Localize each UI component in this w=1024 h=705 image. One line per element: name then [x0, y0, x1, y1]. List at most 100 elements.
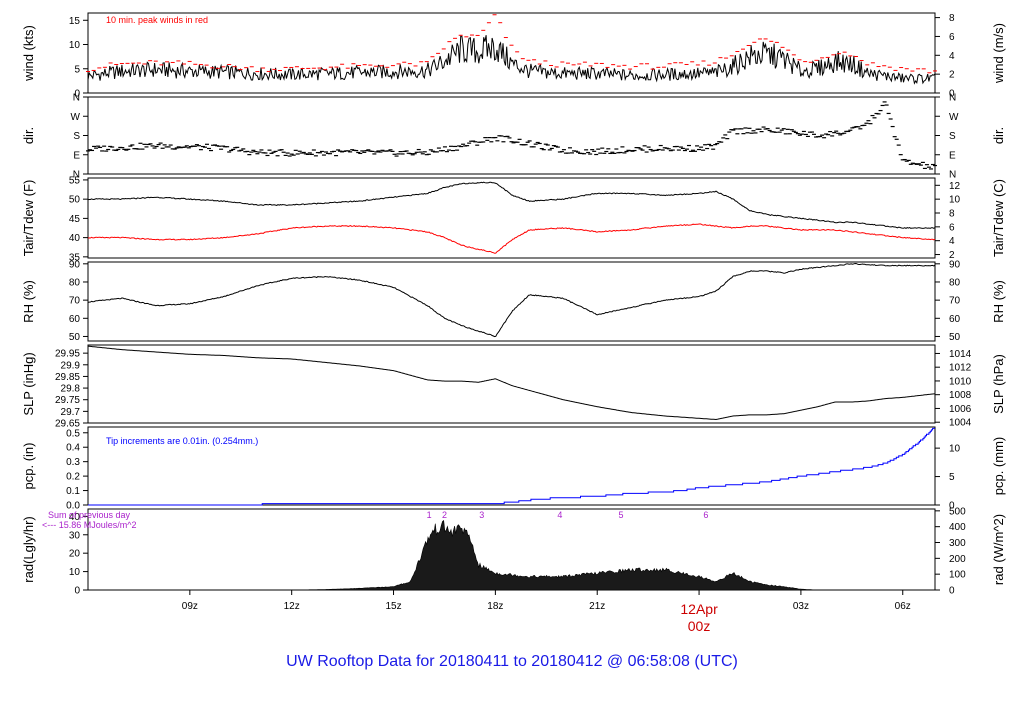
- y-tick-label-left: 90: [69, 259, 81, 270]
- y-tick-label-right: 1006: [949, 404, 972, 415]
- y-tick-label-right: 1008: [949, 390, 972, 401]
- y-tick-label-left: 0.1: [66, 486, 80, 497]
- y-tick-label-right: 8: [949, 209, 955, 220]
- x-tick-label: 06z: [895, 601, 911, 612]
- y-tick-label-right: 1014: [949, 349, 972, 360]
- x-tick-label: 12z: [284, 601, 300, 612]
- y-tick-label-right: 5: [949, 472, 955, 483]
- y-axis-label-right: RH (%): [991, 280, 1006, 323]
- y-tick-label-right: 8: [949, 13, 955, 24]
- y-tick-label-right: 6: [949, 222, 955, 233]
- y-tick-label-left: 29.65: [55, 419, 80, 430]
- y-tick-label-left: W: [71, 112, 81, 123]
- y-tick-label-right: 10: [949, 195, 961, 206]
- y-tick-label-left: 50: [69, 332, 81, 343]
- radiation-marker-label: 5: [618, 510, 623, 520]
- precip-annotation: Tip increments are 0.01in. (0.254mm.): [106, 436, 258, 446]
- panel-frame: [87, 261, 936, 342]
- y-tick-label-left: 0.2: [66, 472, 80, 483]
- y-tick-label-right: 6: [949, 32, 955, 43]
- y-tick-label-right: 0: [949, 501, 955, 512]
- y-tick-label-left: 40: [69, 512, 81, 523]
- y-tick-label-right: N: [949, 93, 956, 104]
- y-tick-label-left: 0: [74, 586, 80, 597]
- radiation-area: [88, 519, 935, 591]
- y-axis-label-right: dir.: [991, 127, 1006, 144]
- y-tick-label-left: S: [73, 131, 80, 142]
- y-tick-label-right: 60: [949, 314, 961, 325]
- y-tick-label-left: 10: [69, 40, 81, 51]
- slp-line: [87, 345, 935, 421]
- y-tick-label-right: E: [949, 150, 956, 161]
- y-tick-label-right: 2: [949, 250, 955, 261]
- y-tick-label-right: W: [949, 112, 959, 123]
- y-axis-label-left: wind (kts): [21, 25, 36, 82]
- y-tick-label-left: 0.4: [66, 443, 80, 454]
- y-tick-label-left: 29.85: [55, 372, 80, 383]
- y-axis-label-right: rad (W/m^2): [991, 514, 1006, 585]
- y-axis-label-right: pcp. (mm): [991, 437, 1006, 496]
- y-tick-label-left: 80: [69, 277, 81, 288]
- panel-frame: [87, 96, 936, 175]
- y-tick-label-left: 29.8: [61, 384, 81, 395]
- x-tick-label: 09z: [182, 601, 198, 612]
- y-tick-label-left: 29.75: [55, 395, 80, 406]
- x-tick-label: 18z: [487, 601, 503, 612]
- y-tick-label-right: 100: [949, 570, 966, 581]
- panel-frame: [87, 344, 936, 424]
- y-tick-label-left: 40: [69, 233, 81, 244]
- y-tick-label-left: 45: [69, 214, 81, 225]
- y-axis-label-left: SLP (inHg): [21, 352, 36, 415]
- y-axis-label-left: RH (%): [21, 280, 36, 323]
- y-tick-label-right: 50: [949, 332, 961, 343]
- y-tick-label-right: 80: [949, 277, 961, 288]
- panel-frame: [87, 426, 936, 506]
- y-tick-label-right: 1012: [949, 363, 972, 374]
- y-tick-label-left: 29.95: [55, 349, 80, 360]
- temperature-line-tair: [87, 181, 936, 229]
- y-tick-label-left: 0.0: [66, 501, 80, 512]
- y-tick-label-right: 300: [949, 538, 966, 549]
- y-axis-label-left: pcp. (in): [21, 443, 36, 490]
- y-tick-label-left: 15: [69, 16, 81, 27]
- y-tick-label-right: 0: [949, 89, 955, 100]
- panel-frame: [87, 12, 936, 94]
- radiation-marker-label: 1: [427, 510, 432, 520]
- x-tick-label-midnight: 00z: [688, 618, 711, 634]
- y-tick-label-left: 20: [69, 549, 81, 560]
- y-axis-label-left: Tair/Tdew (F): [21, 180, 36, 257]
- y-tick-label-left: 0.5: [66, 428, 80, 439]
- radiation-marker-label: 6: [703, 510, 708, 520]
- y-tick-label-left: 30: [69, 530, 81, 541]
- y-tick-label-right: 4: [949, 236, 955, 247]
- y-tick-label-left: N: [73, 170, 80, 181]
- radiation-marker-label: 4: [557, 510, 562, 520]
- y-tick-label-left: 60: [69, 314, 81, 325]
- radiation-marker-label: 2: [442, 510, 447, 520]
- y-tick-label-right: 500: [949, 506, 966, 517]
- panel-precip: 0.0 0.1 0.2 0.3 0.4 0.5 0 5 10 pcp. (in) pcp. (mm)…: [21, 426, 1006, 512]
- y-tick-label-right: 10: [949, 444, 961, 455]
- y-tick-label-left: 5: [74, 64, 80, 75]
- y-tick-label-right: 400: [949, 522, 966, 533]
- y-tick-label-left: 0.3: [66, 457, 80, 468]
- y-tick-label-right: 1010: [949, 376, 972, 387]
- y-tick-label-right: 90: [949, 259, 961, 270]
- radiation-annotation-line2: <--- 15.86 MJoules/m^2: [42, 520, 137, 530]
- panel-frame: [87, 177, 936, 259]
- rh-line: [87, 262, 936, 338]
- wind-mean-line: [87, 35, 936, 85]
- y-tick-label-right: 4: [949, 51, 955, 62]
- y-tick-label-left: 50: [69, 195, 81, 206]
- radiation-marker-label: 3: [479, 510, 484, 520]
- y-tick-label-left: 35: [69, 252, 81, 263]
- panel-wind: 0 5 10 15 0 2 4 6 8 wind (kts) wind (m/s) 10 min. p…: [21, 12, 1006, 100]
- y-tick-label-right: S: [949, 131, 956, 142]
- y-tick-label-left: 0: [74, 89, 80, 100]
- y-tick-label-left: 10: [69, 567, 81, 578]
- x-tick-label: 21z: [589, 601, 605, 612]
